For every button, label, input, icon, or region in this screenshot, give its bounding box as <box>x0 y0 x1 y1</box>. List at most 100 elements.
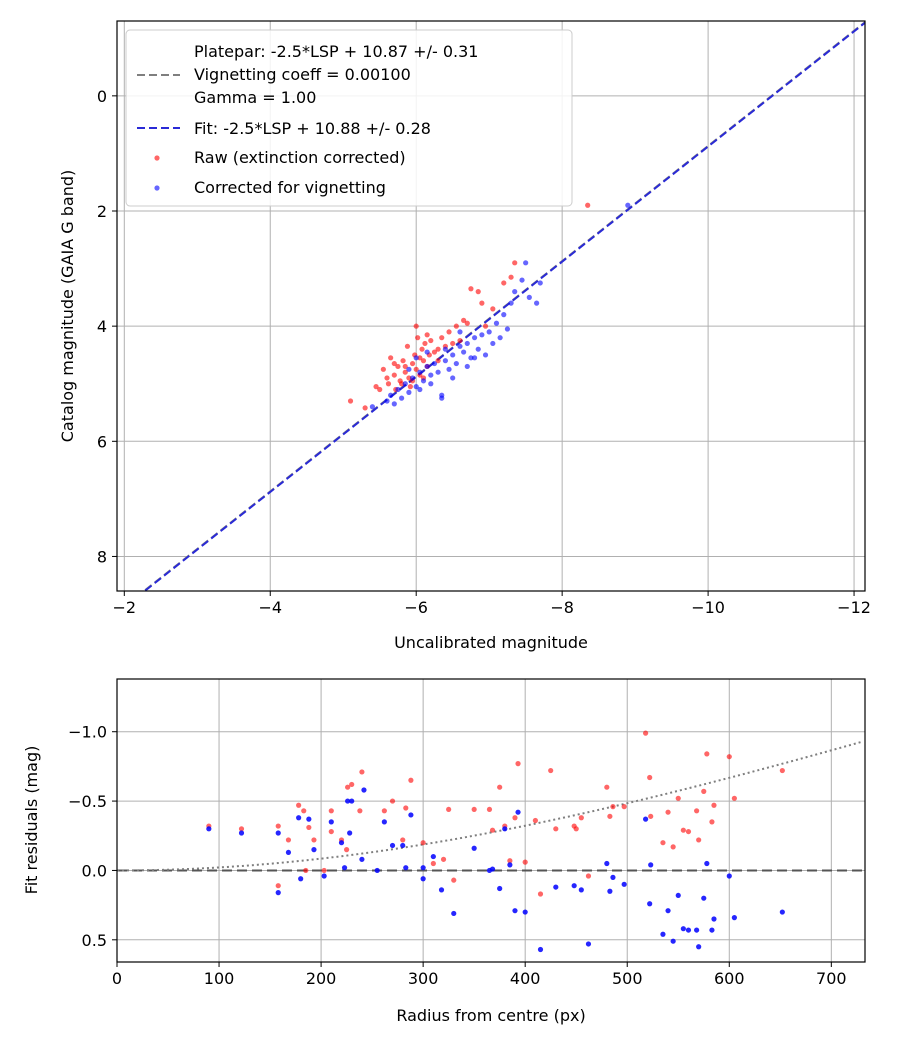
corrected-point <box>523 260 529 266</box>
bottom-plot-frame <box>116 678 866 963</box>
residual-corrected-point <box>685 927 692 933</box>
residual-corrected-point <box>694 927 700 933</box>
residual-raw-point <box>301 808 307 814</box>
residual-raw-point <box>430 860 436 867</box>
residual-raw-point <box>573 826 579 832</box>
residual-corrected-point <box>408 812 414 818</box>
residual-raw-point <box>381 808 387 814</box>
corrected-point <box>424 349 430 355</box>
raw-point <box>420 358 427 364</box>
residual-raw-point <box>648 813 654 819</box>
legend-box <box>125 29 573 207</box>
residual-raw-point <box>296 802 302 808</box>
raw-point <box>409 360 416 367</box>
corrected-point <box>399 395 405 401</box>
corrected-point <box>526 294 532 300</box>
raw-point <box>468 286 474 292</box>
residual-raw-point <box>701 788 707 794</box>
raw-point <box>400 358 406 364</box>
raw-point <box>475 289 481 295</box>
raw-point <box>380 366 386 372</box>
residual-corrected-point <box>709 927 715 933</box>
bottom-xtick-label: 700 <box>816 969 847 988</box>
residual-raw-point <box>670 844 676 850</box>
raw-point <box>413 366 419 372</box>
residual-raw-point <box>680 827 686 833</box>
raw-point <box>402 363 408 370</box>
corrected-point <box>391 401 397 407</box>
corrected-point <box>413 355 419 361</box>
corrected-point <box>413 384 419 390</box>
residual-corrected-point <box>665 908 671 914</box>
residual-corrected-point <box>537 946 544 953</box>
corrected-point <box>446 366 452 372</box>
raw-point <box>347 398 354 404</box>
raw-point <box>501 280 507 286</box>
corrected-point <box>490 340 496 347</box>
bottom-ytick-label: 0.0 <box>82 861 107 880</box>
raw-point <box>424 332 430 338</box>
residual-raw-point <box>660 840 666 846</box>
residual-corrected-point <box>285 849 292 856</box>
corrected-point <box>388 392 394 398</box>
residual-raw-point <box>349 781 355 788</box>
residual-corrected-point <box>341 865 348 871</box>
bottom-xtick-label: 100 <box>204 969 235 988</box>
bottom-reference-lines <box>117 740 865 872</box>
raw-point <box>435 346 441 352</box>
corrected-point <box>512 289 518 295</box>
residual-raw-point <box>665 809 671 815</box>
residual-corrected-point <box>726 873 732 879</box>
residual-raw-point <box>328 808 334 814</box>
residual-raw-point <box>515 761 521 767</box>
residual-corrected-point <box>347 830 353 836</box>
residual-raw-point <box>675 795 681 801</box>
residual-raw-point <box>532 817 538 824</box>
corrected-point <box>435 369 441 375</box>
raw-point <box>482 323 489 329</box>
corrected-point <box>479 332 485 338</box>
raw-point <box>439 335 445 341</box>
raw-point <box>406 375 412 381</box>
top-xtick-label: −4 <box>258 598 282 617</box>
raw-point <box>422 340 428 347</box>
top-xtick-label: −2 <box>113 598 137 617</box>
residual-raw-point <box>345 784 351 790</box>
residual-raw-point <box>731 795 737 801</box>
residual-corrected-point <box>507 862 513 868</box>
corrected-point <box>493 320 500 326</box>
residual-raw-point <box>553 826 559 832</box>
residual-corrected-point <box>328 819 334 825</box>
residual-raw-point <box>621 804 627 810</box>
bottom-xtick-label: 200 <box>306 969 337 988</box>
raw-point <box>512 260 518 266</box>
residual-corrected-point <box>711 916 717 922</box>
corrected-point <box>461 349 467 355</box>
raw-point <box>377 386 383 393</box>
residual-corrected-point <box>451 910 457 917</box>
raw-point <box>490 306 496 312</box>
residual-corrected-point <box>515 809 521 815</box>
raw-point <box>413 323 419 329</box>
corrected-point <box>482 352 489 358</box>
legend-raw-label: Raw (extinction corrected) <box>194 148 406 167</box>
residual-raw-point <box>303 867 309 874</box>
bottom-ytick-label: −1.0 <box>68 723 107 742</box>
residual-corrected-point <box>704 860 710 867</box>
corrected-point <box>537 280 543 286</box>
raw-point <box>453 323 459 329</box>
corrected-point <box>369 404 376 410</box>
residual-corrected-point <box>512 908 518 914</box>
top-ytick-label: 6 <box>97 432 107 451</box>
residual-corrected-point <box>578 887 584 893</box>
residual-raw-point <box>306 824 312 831</box>
residual-corrected-point <box>389 842 396 849</box>
residual-raw-point <box>328 828 334 835</box>
top-plot-frame <box>116 20 866 592</box>
residual-corrected-point <box>349 798 355 804</box>
residual-corrected-point <box>430 853 436 860</box>
residual-corrected-point <box>275 830 281 836</box>
corrected-point <box>457 329 463 335</box>
residual-corrected-point <box>621 881 627 887</box>
residual-corrected-point <box>647 901 653 907</box>
